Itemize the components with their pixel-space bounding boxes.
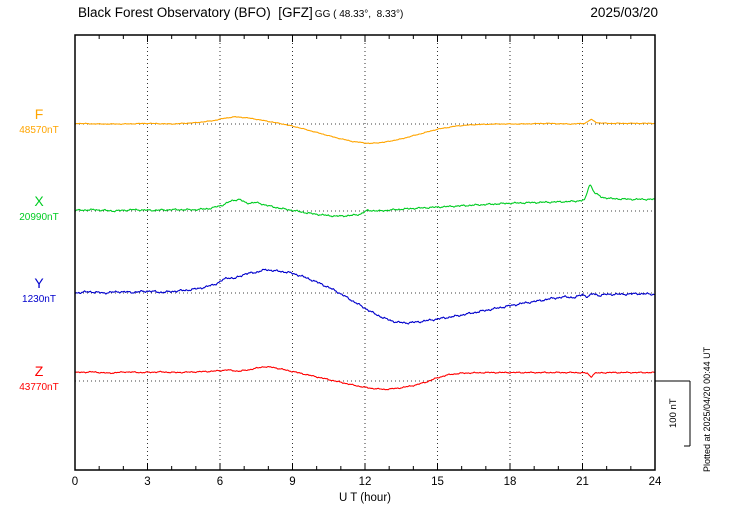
x-axis-tick-label: 0 xyxy=(71,476,79,488)
x-axis-label: U T (hour) xyxy=(339,492,391,504)
trace-f xyxy=(74,116,656,145)
trace-x xyxy=(74,184,656,218)
x-axis-tick-label: 15 xyxy=(431,476,444,488)
channel-label-f: F 48570nT xyxy=(6,107,72,136)
x-axis-tick-label: 6 xyxy=(216,476,224,488)
channel-basevalue-f: 48570nT xyxy=(19,125,59,136)
scale-bar-label: 100 nT xyxy=(668,398,679,428)
trace-z xyxy=(74,365,656,391)
channel-basevalue-y: 1230nT xyxy=(22,294,56,305)
x-axis-tick-label: 24 xyxy=(648,476,662,488)
plotted-at-note: Plotted at 2025/04/20 00:44 UT xyxy=(702,346,712,472)
x-axis-tick-label: 12 xyxy=(358,476,372,488)
x-axis-tick-label: 18 xyxy=(503,476,517,488)
channel-letter-f: F xyxy=(34,106,44,122)
channel-letter-z: Z xyxy=(34,363,44,379)
observatory-coordinates: GG ( 48.33°, 8.33°) xyxy=(314,9,404,20)
channel-label-z: Z 43770nT xyxy=(6,364,72,393)
record-date: 2025/03/20 xyxy=(590,5,658,20)
x-axis-tick-label: 9 xyxy=(289,476,296,488)
x-axis-tick-label: 21 xyxy=(576,476,589,488)
channel-letter-x: X xyxy=(34,193,44,209)
plot-frame xyxy=(74,34,656,471)
page-title: Black Forest Observatory (BFO) [GFZ] xyxy=(78,5,313,20)
header: Black Forest Observatory (BFO) [GFZ] GG … xyxy=(78,5,658,20)
channel-label-y: Y 1230nT xyxy=(6,276,72,305)
channel-basevalue-x: 20990nT xyxy=(19,212,59,223)
channel-letter-y: Y xyxy=(34,275,44,291)
x-axis-tick-label: 3 xyxy=(144,476,151,488)
channel-label-x: X 20990nT xyxy=(6,194,72,223)
trace-y xyxy=(74,268,656,325)
channel-basevalue-z: 43770nT xyxy=(19,382,59,393)
